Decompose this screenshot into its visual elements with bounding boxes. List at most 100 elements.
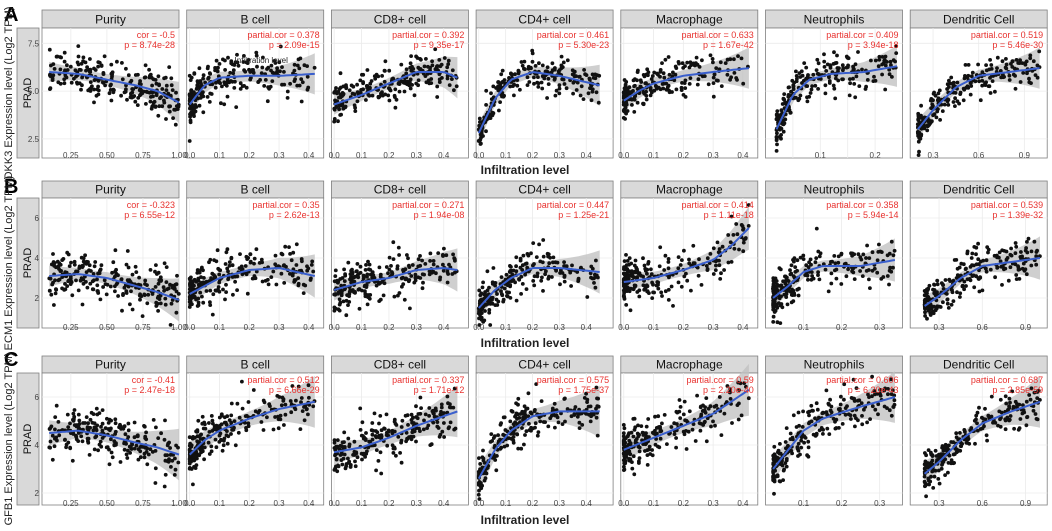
data-point [805,84,810,88]
data-point [728,387,733,392]
data-point [487,298,492,302]
data-point [974,252,978,257]
data-point [997,255,1001,260]
data-point [593,72,598,77]
data-point [516,396,521,401]
data-point [437,80,442,84]
data-point [55,259,60,264]
data-point [430,59,434,64]
data-point [644,97,649,102]
data-point [445,65,450,70]
data-point [378,414,383,418]
data-point [643,268,648,273]
data-point [857,84,862,88]
data-point [368,293,373,297]
data-point [889,239,894,244]
data-point [442,411,446,415]
data-point [960,283,965,288]
data-point [258,78,262,82]
data-point [190,302,194,307]
data-point [106,421,111,425]
data-point [351,84,356,89]
data-point [489,91,493,96]
data-point [503,428,508,432]
data-point [621,440,626,445]
data-point [309,263,314,267]
data-point [536,85,541,89]
data-point [292,62,297,67]
data-point [822,65,827,69]
data-point [521,253,526,258]
data-point [153,466,158,471]
data-point [717,263,722,268]
data-point [230,79,235,84]
data-point [168,282,172,287]
data-point [789,263,794,268]
data-point [869,58,873,63]
data-point [822,59,827,64]
data-point [737,401,741,406]
data-point [628,442,633,446]
data-point [420,286,425,291]
data-point [853,62,858,67]
data-point [498,437,502,442]
data-point [676,280,681,285]
data-point [76,288,81,293]
x-tick-label: 0.1 [214,323,226,332]
data-point [1008,252,1013,257]
data-point [709,424,713,429]
plot-annotation: Infiltration level [235,56,289,65]
data-point [579,84,584,89]
data-point [817,428,822,433]
data-point [213,437,218,442]
data-point [433,47,438,52]
data-point [499,421,503,425]
data-point [207,430,212,434]
data-point [549,70,554,75]
data-point [590,89,595,94]
data-point [245,291,250,296]
data-point [145,301,150,306]
data-point [288,272,292,276]
data-point [355,99,360,104]
data-point [525,265,530,270]
data-point [678,263,683,267]
data-point [341,299,346,304]
data-point [78,68,83,72]
data-point [235,288,240,292]
data-point [794,69,798,74]
data-point [663,289,668,294]
data-point [196,418,201,423]
data-point [772,444,777,449]
data-point [868,417,872,421]
data-point [407,265,412,269]
data-point [1026,236,1031,241]
data-point [226,55,230,60]
data-point [530,48,535,53]
data-point [1028,56,1033,61]
data-point [736,417,741,422]
data-point [651,282,655,287]
data-point [100,428,105,433]
data-point [442,56,447,60]
data-point [303,283,308,288]
data-point [397,253,401,257]
data-point [716,250,721,255]
data-point [541,289,545,293]
data-point [211,292,216,297]
data-point [150,292,155,296]
data-point [188,78,193,82]
data-point [629,91,633,95]
data-point [649,272,654,277]
data-point [439,405,444,410]
data-point [632,275,636,280]
data-point [935,278,940,283]
data-point [649,77,654,81]
data-point [1025,250,1030,255]
data-point [511,435,516,439]
data-point [138,297,142,302]
data-point [379,91,383,96]
data-point [632,472,637,477]
data-point [1024,59,1029,64]
